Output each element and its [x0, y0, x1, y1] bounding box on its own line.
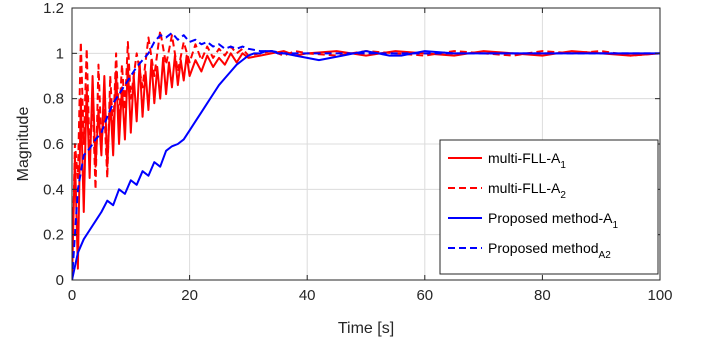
x-tick-label: 100 [647, 287, 672, 304]
legend-label-1: multi-FLL-A1 [488, 150, 566, 171]
y-tick-label: 0.4 [43, 181, 64, 198]
x-tick-label: 0 [68, 287, 76, 304]
x-tick-label: 40 [299, 287, 316, 304]
axis-ticks: 0 20 40 60 80 100 0 0.2 0.4 0.6 0.8 1 1.2 [43, 0, 672, 304]
series-line-4 [72, 31, 660, 280]
legend-label-2: multi-FLL-A2 [488, 180, 566, 201]
plot-area [72, 29, 660, 280]
legend: multi-FLL-A1 multi-FLL-A2 Proposed method-… [439, 139, 659, 275]
y-tick-label: 0.6 [43, 136, 64, 153]
y-tick-label: 0.8 [43, 91, 64, 108]
legend-box [439, 139, 659, 275]
series-line-3 [72, 50, 660, 280]
y-axis-label: Magnitude [15, 107, 32, 182]
series-line-2 [72, 29, 660, 280]
x-axis-label: Time [s] [338, 320, 394, 337]
y-tick-label: 0.2 [43, 227, 64, 244]
y-tick-label: 1 [56, 45, 64, 62]
legend-label-3: Proposed method-A1 [488, 210, 619, 231]
x-tick-label: 80 [534, 287, 551, 304]
y-tick-label: 0 [56, 272, 64, 289]
y-tick-label: 1.2 [43, 0, 64, 17]
x-tick-label: 60 [416, 287, 433, 304]
legend-label-4: Proposed methodA2 [488, 240, 611, 261]
x-tick-label: 20 [181, 287, 198, 304]
series-line-1 [72, 50, 660, 280]
